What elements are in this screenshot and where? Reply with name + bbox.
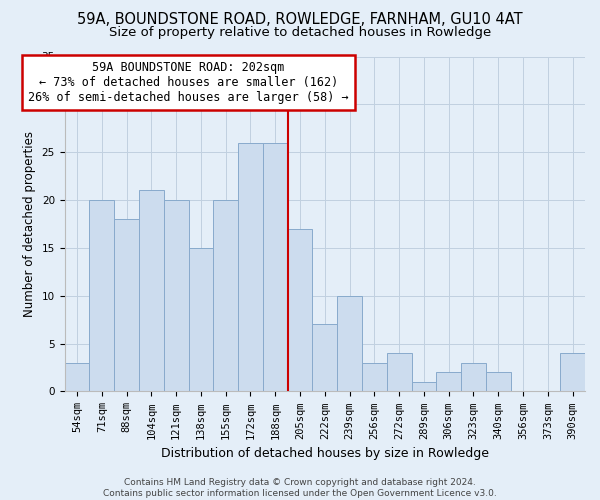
- Bar: [114, 219, 139, 392]
- Bar: [560, 353, 585, 392]
- Bar: [486, 372, 511, 392]
- Bar: [213, 200, 238, 392]
- Bar: [362, 362, 387, 392]
- Bar: [412, 382, 436, 392]
- Bar: [387, 353, 412, 392]
- Bar: [89, 200, 114, 392]
- Text: 59A, BOUNDSTONE ROAD, ROWLEDGE, FARNHAM, GU10 4AT: 59A, BOUNDSTONE ROAD, ROWLEDGE, FARNHAM,…: [77, 12, 523, 28]
- Text: Size of property relative to detached houses in Rowledge: Size of property relative to detached ho…: [109, 26, 491, 39]
- Bar: [436, 372, 461, 392]
- Bar: [263, 142, 287, 392]
- Bar: [287, 229, 313, 392]
- Y-axis label: Number of detached properties: Number of detached properties: [23, 131, 36, 317]
- Bar: [313, 324, 337, 392]
- Bar: [188, 248, 213, 392]
- Bar: [337, 296, 362, 392]
- Bar: [65, 362, 89, 392]
- Bar: [139, 190, 164, 392]
- Bar: [164, 200, 188, 392]
- Text: 59A BOUNDSTONE ROAD: 202sqm
← 73% of detached houses are smaller (162)
26% of se: 59A BOUNDSTONE ROAD: 202sqm ← 73% of det…: [28, 62, 349, 104]
- X-axis label: Distribution of detached houses by size in Rowledge: Distribution of detached houses by size …: [161, 447, 489, 460]
- Bar: [461, 362, 486, 392]
- Bar: [238, 142, 263, 392]
- Text: Contains HM Land Registry data © Crown copyright and database right 2024.
Contai: Contains HM Land Registry data © Crown c…: [103, 478, 497, 498]
